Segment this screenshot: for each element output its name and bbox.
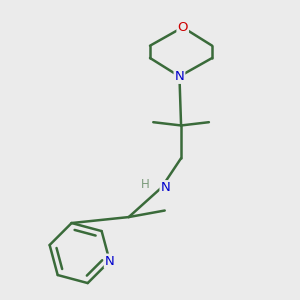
Text: O: O [178,21,188,34]
Text: N: N [175,70,184,83]
Text: N: N [105,255,115,268]
Text: H: H [141,178,150,191]
Text: N: N [160,181,170,194]
